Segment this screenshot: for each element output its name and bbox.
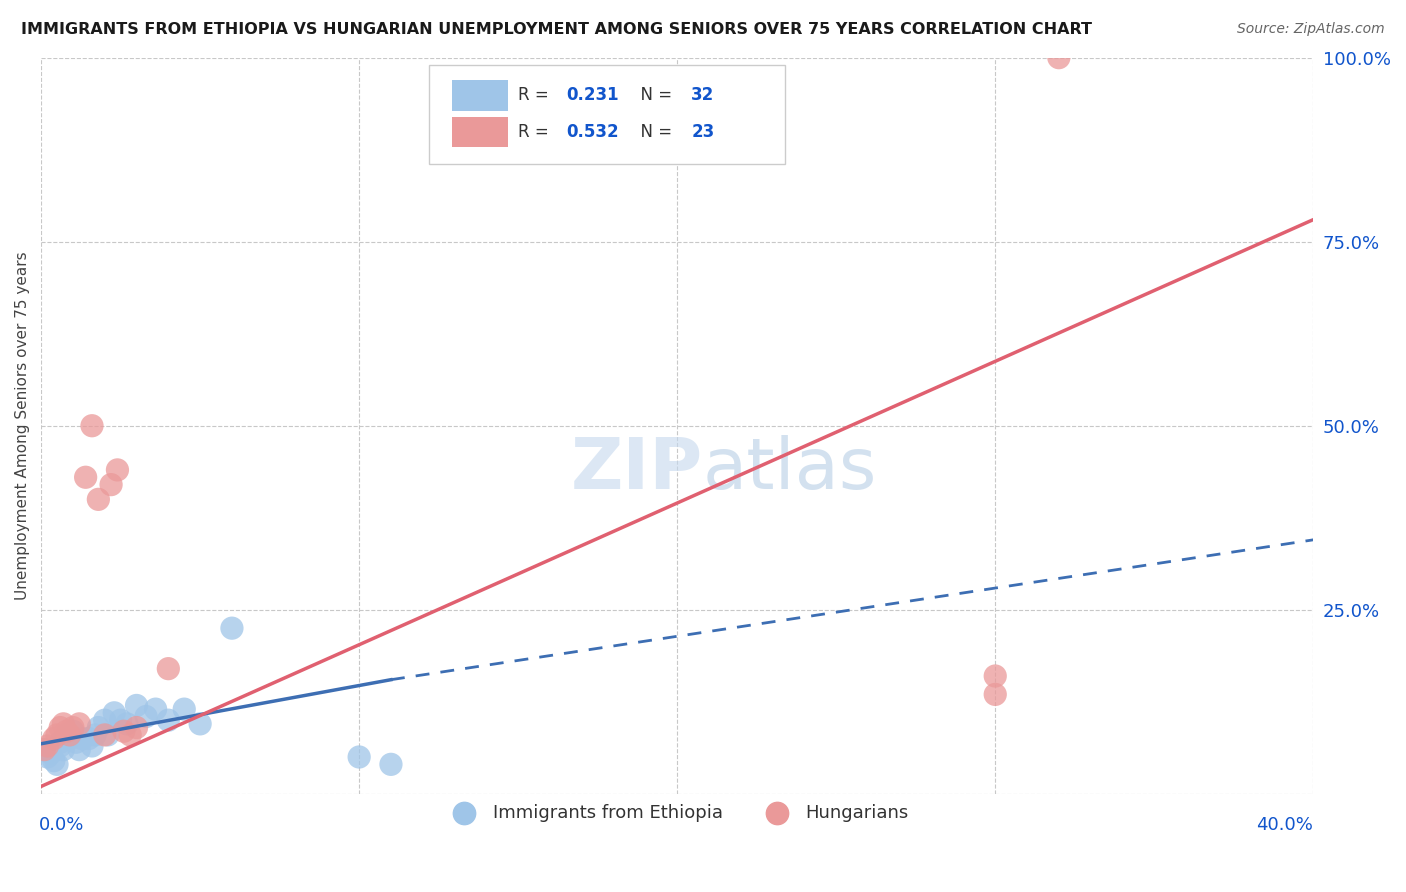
Point [65,735,87,749]
Point [59,728,82,742]
Point [221,621,243,635]
Point [49,739,72,753]
Point [34,742,56,756]
Point [93,713,115,727]
FancyBboxPatch shape [429,65,786,164]
Text: N =: N = [630,87,678,104]
Text: 0.231: 0.231 [567,87,619,104]
Point [347,750,370,764]
FancyBboxPatch shape [451,79,508,111]
Point [59,731,82,746]
Text: IMMIGRANTS FROM ETHIOPIA VS HUNGARIAN UNEMPLOYMENT AMONG SENIORS OVER 75 YEARS C: IMMIGRANTS FROM ETHIOPIA VS HUNGARIAN UN… [21,22,1092,37]
Point [87,492,110,507]
Point [107,463,129,477]
Point [984,669,1007,683]
Point [52,717,75,731]
Point [157,713,180,727]
Text: 32: 32 [692,87,714,104]
Point [46,757,69,772]
Point [80,739,103,753]
Text: R =: R = [519,123,554,141]
Point [34,742,56,756]
Point [100,477,122,491]
Point [125,698,148,713]
Point [39,747,62,761]
Point [67,742,90,756]
Point [55,728,77,742]
Text: atlas: atlas [703,435,877,504]
Point [135,709,157,723]
Point [87,721,110,735]
Text: ZIP: ZIP [571,435,703,504]
Point [103,706,125,720]
Point [97,728,120,742]
Text: 0.532: 0.532 [567,123,619,141]
Text: 23: 23 [692,123,714,141]
Text: Source: ZipAtlas.com: Source: ZipAtlas.com [1237,22,1385,37]
Point [173,702,195,716]
Point [112,724,135,739]
Point [1047,51,1070,65]
Point [62,721,84,735]
Point [145,702,167,716]
Text: R =: R = [519,87,554,104]
Text: 40.0%: 40.0% [1257,816,1313,834]
Point [188,717,211,731]
Point [84,728,107,742]
Point [77,731,100,746]
Point [49,735,72,749]
Y-axis label: Unemployment Among Seniors over 75 years: Unemployment Among Seniors over 75 years [15,252,30,600]
Point [42,731,65,746]
Point [67,717,90,731]
Point [75,470,97,484]
Legend: Immigrants from Ethiopia, Hungarians: Immigrants from Ethiopia, Hungarians [439,797,917,829]
Point [125,721,148,735]
Point [157,662,180,676]
Point [93,728,115,742]
Point [110,713,132,727]
Point [80,418,103,433]
FancyBboxPatch shape [451,117,508,147]
Point [72,731,94,746]
Point [52,742,75,756]
Point [380,757,402,772]
Point [55,724,77,739]
Point [49,721,72,735]
Point [42,754,65,768]
Point [120,728,142,742]
Point [37,750,59,764]
Point [984,687,1007,701]
Text: 0.0%: 0.0% [38,816,84,834]
Point [115,717,138,731]
Point [62,724,84,739]
Point [37,739,59,753]
Point [46,728,69,742]
Text: N =: N = [630,123,678,141]
